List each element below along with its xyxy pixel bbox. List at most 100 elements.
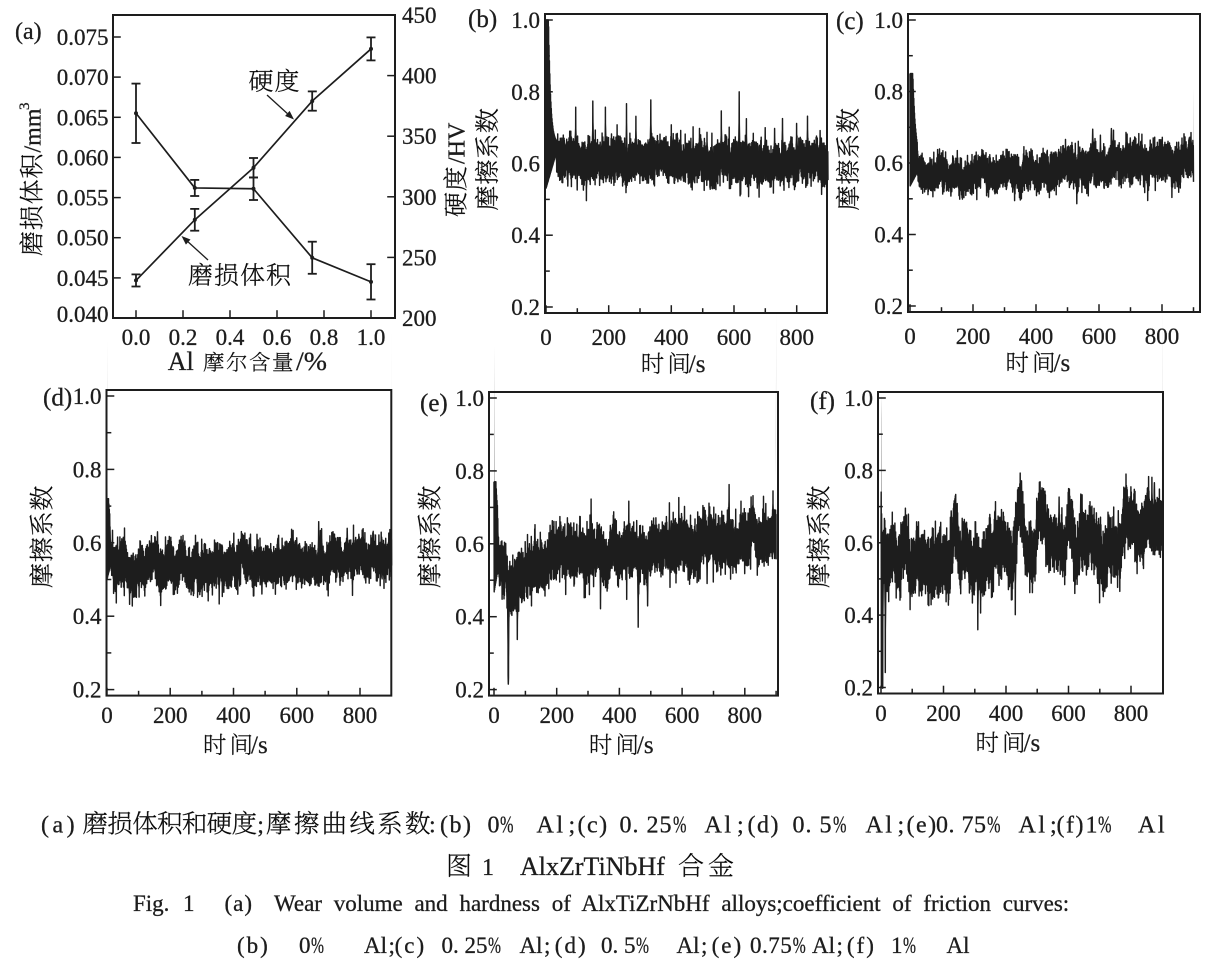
svg-text:300: 300	[402, 185, 437, 210]
svg-text:/s: /s	[1024, 730, 1041, 757]
svg-text:0.8: 0.8	[511, 80, 540, 105]
svg-text:0. 5: 0. 5	[601, 933, 636, 958]
svg-text:0.75: 0.75	[750, 933, 792, 958]
svg-text:%: %	[636, 933, 649, 958]
svg-text:400: 400	[654, 325, 689, 350]
svg-text:800: 800	[728, 703, 763, 728]
svg-text:400: 400	[989, 701, 1024, 726]
svg-text:0.2: 0.2	[844, 676, 873, 701]
svg-text:0. 25: 0. 25	[620, 813, 673, 839]
svg-text:;: ;	[257, 813, 264, 839]
svg-text:0.6: 0.6	[844, 531, 873, 556]
svg-text:(c): (c)	[395, 933, 427, 958]
svg-text:0.8: 0.8	[73, 457, 102, 482]
svg-text:0: 0	[904, 324, 916, 349]
svg-text:(e): (e)	[420, 390, 448, 417]
svg-text:0.4: 0.4	[216, 325, 245, 350]
svg-text:1: 1	[183, 891, 195, 916]
svg-text:(d): (d)	[748, 813, 780, 839]
svg-text:0.2: 0.2	[511, 295, 540, 320]
svg-text:Al: Al	[705, 813, 734, 839]
svg-text:400: 400	[216, 703, 251, 728]
svg-text:%: %	[833, 813, 847, 839]
svg-text:(a): (a)	[225, 891, 254, 916]
svg-text:600: 600	[717, 325, 752, 350]
svg-text:0.045: 0.045	[57, 266, 109, 291]
svg-text:%: %	[903, 933, 916, 958]
svg-text:(c): (c)	[836, 8, 864, 35]
svg-text:0: 0	[488, 703, 500, 728]
svg-text:Al: Al	[364, 933, 387, 958]
svg-text:;: ;	[701, 933, 707, 958]
svg-text:0. 5: 0. 5	[793, 813, 833, 839]
svg-text:0.8: 0.8	[844, 458, 873, 483]
svg-text:(f): (f)	[810, 388, 835, 415]
svg-text:(f): (f)	[847, 933, 876, 958]
svg-text:0.0: 0.0	[122, 325, 151, 350]
svg-text:1.0: 1.0	[874, 8, 903, 33]
svg-text:Al: Al	[866, 813, 895, 839]
svg-text:0.2: 0.2	[73, 678, 102, 703]
svg-text:0.4: 0.4	[874, 223, 903, 248]
svg-text:/s: /s	[689, 351, 706, 378]
svg-text:400: 400	[402, 64, 437, 89]
svg-text:Al: Al	[520, 933, 543, 958]
svg-text:450: 450	[402, 3, 437, 28]
svg-text:400: 400	[1019, 324, 1054, 349]
svg-text:0.8: 0.8	[310, 325, 339, 350]
svg-text:/mm: /mm	[21, 108, 47, 152]
svg-text:Al: Al	[812, 933, 835, 958]
svg-text:0: 0	[488, 813, 500, 839]
svg-text:(a): (a)	[15, 19, 42, 45]
svg-text:3: 3	[17, 103, 33, 111]
svg-text:0: 0	[875, 701, 887, 726]
svg-text:;: ;	[898, 813, 905, 839]
svg-text:0.075: 0.075	[57, 25, 109, 50]
svg-text:1: 1	[1086, 813, 1098, 839]
svg-text:(f): (f)	[1057, 813, 1085, 839]
svg-text:(a): (a)	[41, 813, 78, 839]
svg-text:;: ;	[837, 933, 843, 958]
svg-text:Fig.: Fig.	[133, 891, 169, 916]
svg-text:(e): (e)	[907, 813, 938, 839]
svg-text:Al: Al	[1019, 813, 1048, 839]
svg-text:0.050: 0.050	[57, 226, 109, 251]
svg-text:;: ;	[544, 933, 550, 958]
svg-text:0.065: 0.065	[57, 105, 109, 130]
svg-text:0.6: 0.6	[263, 325, 292, 350]
svg-text:200: 200	[402, 306, 437, 331]
svg-text:1.0: 1.0	[73, 384, 102, 409]
svg-text:0.4: 0.4	[844, 603, 873, 628]
svg-text:0. 25: 0. 25	[442, 933, 488, 958]
svg-text:(e): (e)	[712, 933, 744, 958]
svg-text:%: %	[673, 813, 687, 839]
svg-text:%: %	[793, 933, 806, 958]
svg-text:/s: /s	[637, 732, 654, 759]
svg-text:600: 600	[280, 703, 315, 728]
svg-text:/%: /%	[296, 347, 327, 376]
svg-text:Al: Al	[677, 933, 700, 958]
svg-text:400: 400	[602, 703, 637, 728]
svg-text:/HV: /HV	[445, 122, 471, 164]
svg-text:200: 200	[153, 703, 188, 728]
svg-text:1.0: 1.0	[455, 386, 484, 411]
svg-text:1.0: 1.0	[511, 8, 540, 33]
svg-text:0.6: 0.6	[455, 532, 484, 557]
svg-text::: :	[429, 813, 436, 839]
svg-text:AlxZrTiNbHf: AlxZrTiNbHf	[520, 852, 665, 881]
svg-text:0.8: 0.8	[455, 459, 484, 484]
svg-text:600: 600	[1082, 324, 1117, 349]
svg-text:Al: Al	[947, 933, 970, 958]
svg-text:0: 0	[299, 933, 311, 958]
svg-text:1: 1	[891, 933, 903, 958]
svg-text:0.040: 0.040	[57, 302, 109, 327]
svg-text:%: %	[488, 933, 501, 958]
svg-text:1.0: 1.0	[357, 325, 386, 350]
svg-text:0.4: 0.4	[511, 223, 540, 248]
svg-text:(d): (d)	[555, 933, 588, 958]
svg-text:0.2: 0.2	[874, 294, 903, 319]
svg-text:(c): (c)	[578, 813, 609, 839]
svg-text:(d): (d)	[43, 385, 72, 412]
svg-text:200: 200	[956, 324, 991, 349]
svg-text:(b): (b)	[468, 6, 497, 33]
